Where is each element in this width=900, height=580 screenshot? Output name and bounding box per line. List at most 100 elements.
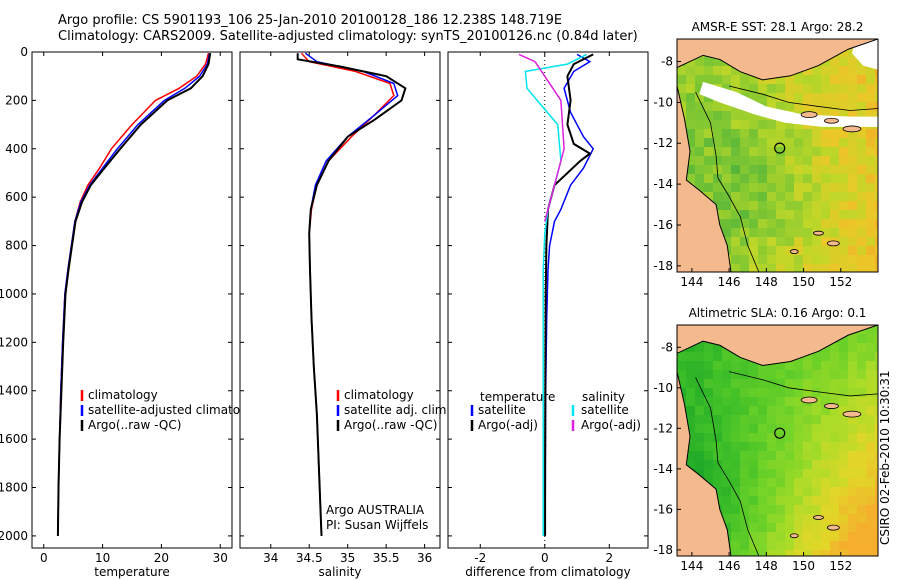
y-tick-label: 800 [5,239,28,253]
x-tick-label: 20 [154,551,169,565]
map-field [677,39,878,272]
map-field [677,325,878,556]
x-tick-label: -2 [474,551,486,565]
x-tick-label: 35.5 [373,551,400,565]
float-position-marker [774,142,786,154]
depth-contour [729,85,878,111]
legend-label: climatology [344,388,414,402]
x-tick-label: 34 [263,551,278,565]
map-x-tick-label: 144 [680,559,703,573]
island [800,396,818,404]
x-tick-label: 35 [340,551,355,565]
figure-title-line1: Argo profile: CS 5901193_106 25-Jan-2010… [58,13,563,28]
series-line-argo-raw-qc- [296,53,407,536]
x-tick-label: 0 [541,551,549,565]
map-y-tick-label: -18 [653,543,673,557]
island [789,249,799,254]
map-x-tick-label: 150 [792,559,815,573]
y-tick-label: 200 [5,93,28,107]
map-y-tick-label: -12 [653,136,673,150]
island [813,515,824,520]
map-y-tick-label: -12 [653,421,673,435]
legend-label: Argo(-adj) [478,418,538,432]
x-tick-label: 30 [213,551,228,565]
x-tick-label: 2 [605,551,613,565]
map-x-tick-label: 152 [829,559,852,573]
map-x-tick-label: 150 [792,275,815,289]
map-title: AMSR-E SST: 28.1 Argo: 28.2 [692,20,864,34]
map-panel-sla: 144 146 148 150 152 -8 -10 -12 -14 -16 -18 Altimetr… [653,306,879,573]
plot-frame [239,51,441,549]
y-tick-label: 1600 [0,432,28,446]
map-y-tick-label: -14 [653,177,673,191]
legend-label: Argo(..raw -QC) [344,418,437,432]
legend-label: climatology [88,388,158,402]
island [826,524,840,531]
panel-annotation: Argo AUSTRALIA [326,503,425,517]
legend-label: satellite adj. clim. [344,403,450,417]
map-frame [676,38,879,273]
map-y-tick-label: -14 [653,462,673,476]
map-x-tick-label: 148 [755,559,778,573]
map-x-tick-label: 146 [718,275,741,289]
depth-contour [729,371,878,397]
map-y-tick-label: -8 [661,54,673,68]
x-tick-label: 10 [95,551,110,565]
missing-data-corner [851,39,878,70]
island [826,240,840,247]
map-y-tick-label: -10 [653,381,673,395]
series-line-salinity-argo-adj- [518,53,565,222]
y-tick-label: 0 [20,45,28,59]
x-axis-label: temperature [94,565,169,579]
legend-label: Argo(-adj) [581,418,641,432]
x-tick-label: 0 [40,551,48,565]
land-new-guinea [677,39,878,81]
profile-panel-temperature: 0 10 20 30 0 200 400 600 800 1000 1200 1400 1600 1800… [0,45,266,579]
map-frame [676,324,879,557]
map-y-tick-label: -8 [661,340,673,354]
legend-label: satellite [581,403,629,417]
float-position-marker [774,427,786,439]
y-tick-label: 400 [5,142,28,156]
map-x-tick-label: 146 [718,559,741,573]
map-y-tick-label: -18 [653,259,673,273]
depth-contour [695,377,760,556]
series-line-argo-raw-qc- [56,53,212,536]
y-tick-label: 1200 [0,335,28,349]
island [824,403,839,409]
land-new-guinea [677,325,878,367]
y-tick-label: 1400 [0,384,28,398]
panel-annotation: PI: Susan Wijffels [326,518,428,532]
map-y-tick-label: -16 [653,218,673,232]
map-y-tick-label: -10 [653,95,673,109]
y-tick-label: 1800 [0,481,28,495]
land-australia [677,85,732,272]
legend-label: satellite-adjusted climatology [88,403,266,417]
island [824,117,839,124]
y-tick-label: 1000 [0,287,28,301]
plot-frame [447,51,649,549]
island [800,111,818,119]
island [842,410,862,418]
map-panel-sst: 144 146 148 150 152 -8 -10 -12 -14 -16 -18 AMSR-E S… [653,20,879,289]
legend-label: Argo(..raw -QC) [88,418,181,432]
legend-title: salinity [582,390,625,404]
x-tick-label: 36 [417,551,432,565]
map-title: Altimetric SLA: 0.16 Argo: 0.1 [689,306,867,320]
x-axis-label: difference from climatology [465,565,631,579]
y-tick-label: 600 [5,190,28,204]
land-australia [677,371,732,556]
island [842,125,862,133]
map-y-tick-label: -16 [653,502,673,516]
x-axis-label: salinity [318,565,361,579]
legend-label: satellite [478,403,526,417]
missing-data-band [699,81,878,127]
plot-frame [31,51,233,549]
island [789,533,799,539]
legend-title: temperature [480,390,555,404]
series-line-temperature-argo-adj- [544,53,594,536]
y-tick-label: 2000 [0,529,28,543]
island [813,230,824,236]
figure-title-line2: Climatology: CARS2009. Satellite-adjuste… [58,29,638,44]
